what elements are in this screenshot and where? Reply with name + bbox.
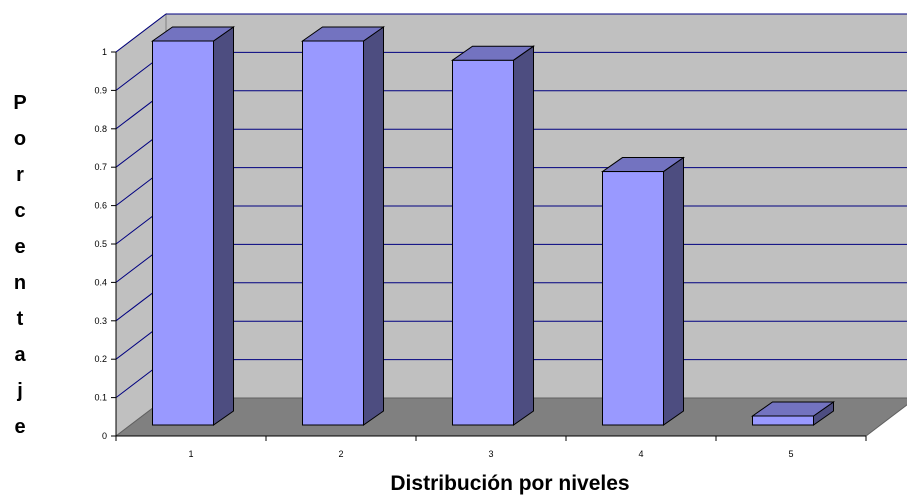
gridline-side bbox=[115, 13, 167, 53]
y-axis-label-letter: t bbox=[16, 308, 24, 330]
bar-side-4 bbox=[663, 156, 684, 426]
bar-top-2 bbox=[300, 26, 386, 42]
x-tick-label: 2 bbox=[338, 449, 343, 459]
y-axis-label-letter: j bbox=[17, 380, 23, 402]
bars bbox=[150, 26, 836, 426]
bar-side-3 bbox=[513, 45, 534, 426]
y-axis-label-letter: o bbox=[13, 128, 27, 150]
x-tick-label: 5 bbox=[788, 449, 793, 459]
y-tick-label: 1 bbox=[102, 47, 107, 57]
y-tick-label: 0.1 bbox=[94, 393, 107, 403]
x-tick-label: 4 bbox=[638, 449, 643, 459]
x-tick-label: 1 bbox=[188, 449, 193, 459]
bar-top-3 bbox=[450, 45, 536, 61]
bar-side-1 bbox=[213, 26, 234, 426]
y-tick-label: 0.8 bbox=[94, 124, 107, 134]
x-tick-label: 3 bbox=[488, 449, 493, 459]
y-axis-label-letter: r bbox=[16, 164, 24, 186]
y-tick-label: 0.5 bbox=[94, 239, 107, 249]
bar-top-1 bbox=[150, 26, 236, 42]
bar-2 bbox=[302, 40, 364, 426]
y-tick-label: 0.2 bbox=[94, 354, 107, 364]
gridlines bbox=[115, 13, 907, 398]
y-tick-label: 0.6 bbox=[94, 201, 107, 211]
bar-3 bbox=[452, 59, 514, 426]
y-axis-label-letter: n bbox=[13, 272, 27, 294]
bar-top-4 bbox=[600, 157, 686, 173]
y-tick-label: 0.4 bbox=[94, 277, 107, 287]
y-axis-label-letter: e bbox=[14, 416, 26, 438]
bar-side-2 bbox=[363, 26, 384, 426]
y-axis-label-letter: P bbox=[13, 92, 27, 114]
x-axis-label: Distribución por niveles bbox=[390, 472, 630, 495]
y-tick-label: 0 bbox=[102, 431, 107, 441]
bar-top-5 bbox=[750, 401, 836, 417]
axes: 0 0.1 0.2 0.3 0.4 0.5 0.6 0.7 0.8 0.9 1 1 2 3 4 5 bbox=[94, 47, 867, 459]
bar-4 bbox=[602, 171, 664, 426]
bar-1 bbox=[152, 40, 214, 426]
y-tick-label: 0.3 bbox=[94, 316, 107, 326]
y-tick-label: 0.9 bbox=[94, 85, 107, 95]
y-axis-label-letter: e bbox=[14, 236, 26, 258]
bar-5 bbox=[752, 415, 814, 426]
y-tick-label: 0.7 bbox=[94, 162, 107, 172]
y-axis-label-letter: a bbox=[14, 344, 26, 366]
y-axis-label-letter: c bbox=[14, 200, 26, 222]
